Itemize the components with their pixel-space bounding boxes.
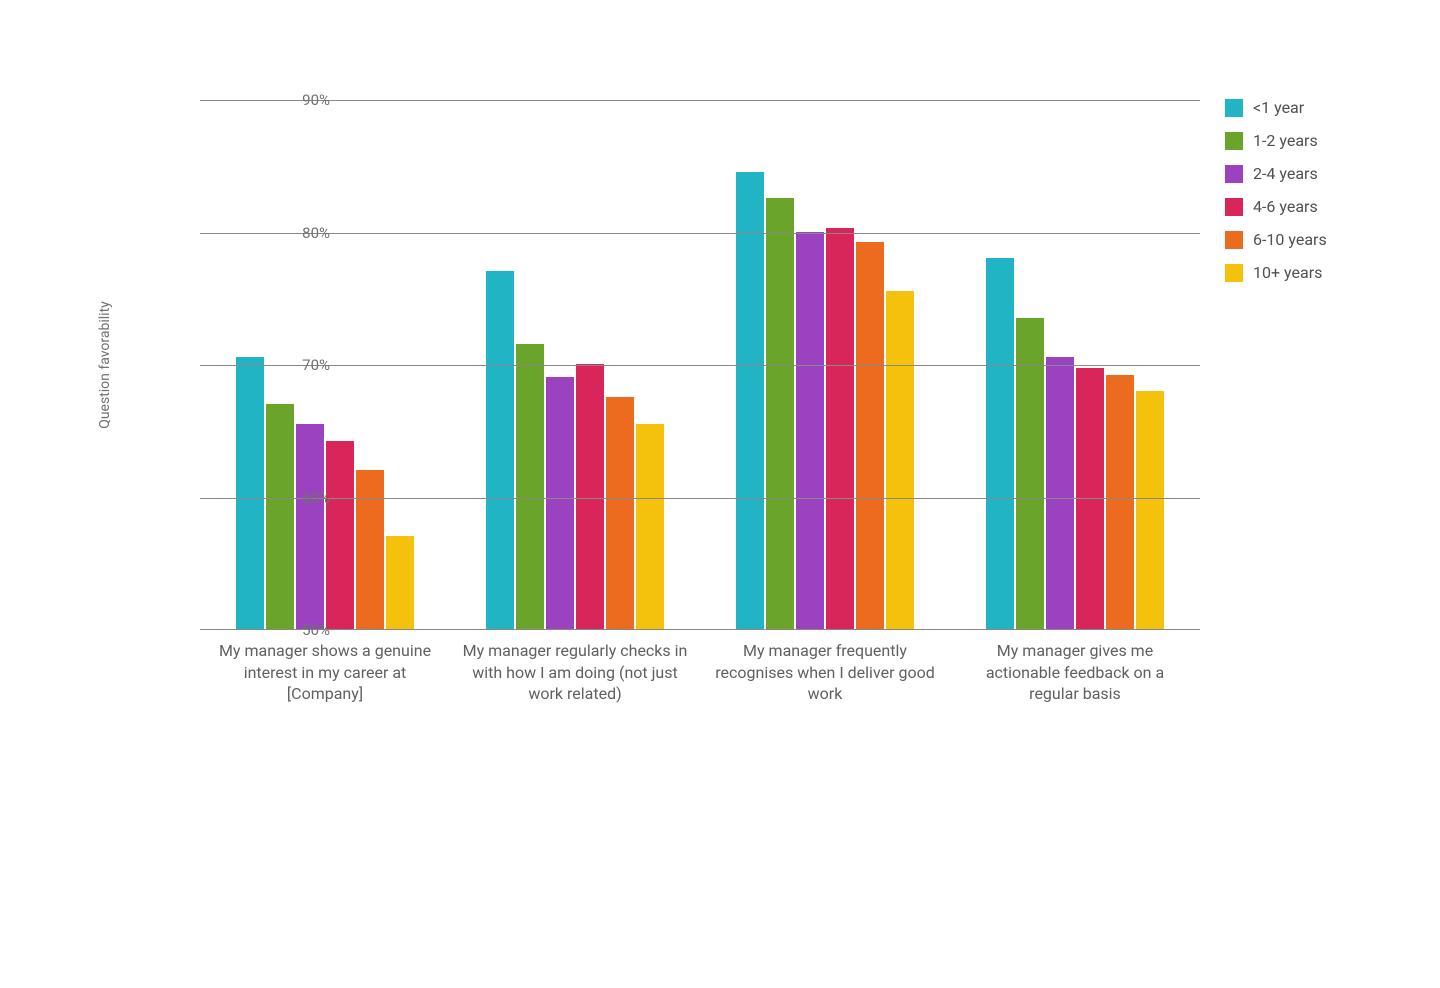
legend-label: <1 year [1253, 98, 1304, 117]
legend-swatch [1225, 165, 1243, 183]
gridline [200, 365, 1200, 366]
legend-label: 6-10 years [1253, 230, 1327, 249]
bar [236, 357, 264, 629]
y-axis-label: Question favorability [97, 301, 113, 429]
bar [576, 364, 604, 629]
legend-label: 10+ years [1253, 263, 1322, 282]
x-axis-category-label: My manager shows a genuine interest in m… [200, 640, 450, 705]
x-axis-labels: My manager shows a genuine interest in m… [200, 640, 1200, 705]
legend-swatch [1225, 99, 1243, 117]
bar [546, 377, 574, 629]
bar [766, 198, 794, 629]
bar [386, 536, 414, 629]
legend-item: <1 year [1225, 98, 1327, 117]
x-axis-category-label: My manager frequently recognises when I … [700, 640, 950, 705]
plot-area [200, 100, 1200, 630]
legend: <1 year 1-2 years 2-4 years 4-6 years 6-10 y… [1225, 98, 1327, 282]
bar [606, 397, 634, 629]
legend-item: 2-4 years [1225, 164, 1327, 183]
bar [296, 424, 324, 629]
y-tick-label: 80% [270, 224, 330, 242]
bar [486, 271, 514, 629]
legend-label: 2-4 years [1253, 164, 1318, 183]
legend-swatch [1225, 231, 1243, 249]
legend-swatch [1225, 198, 1243, 216]
y-tick-label: 60% [270, 489, 330, 507]
chart-container: Question favorability 50% 60% 70% 80% 90% My… [60, 40, 1340, 840]
bar [356, 470, 384, 629]
bar [886, 291, 914, 629]
x-axis-category-label: My manager regularly checks in with how … [450, 640, 700, 705]
legend-label: 1-2 years [1253, 131, 1318, 150]
legend-item: 10+ years [1225, 263, 1327, 282]
bar [986, 258, 1014, 629]
legend-item: 6-10 years [1225, 230, 1327, 249]
bar [326, 441, 354, 629]
bar [266, 404, 294, 629]
gridline [200, 233, 1200, 234]
bar [856, 242, 884, 629]
bar [636, 424, 664, 629]
legend-swatch [1225, 132, 1243, 150]
bar [796, 232, 824, 630]
bar [1136, 391, 1164, 630]
legend-item: 4-6 years [1225, 197, 1327, 216]
gridline [200, 100, 1200, 101]
x-axis-category-label: My manager gives me actionable feedback … [950, 640, 1200, 705]
y-tick-label: 90% [270, 91, 330, 109]
legend-label: 4-6 years [1253, 197, 1318, 216]
bar [736, 172, 764, 629]
bar [516, 344, 544, 629]
legend-swatch [1225, 264, 1243, 282]
bar [1046, 357, 1074, 629]
y-tick-label: 50% [270, 621, 330, 639]
gridline [200, 498, 1200, 499]
bar [826, 228, 854, 629]
bar [1106, 375, 1134, 629]
y-tick-label: 70% [270, 356, 330, 374]
legend-item: 1-2 years [1225, 131, 1327, 150]
